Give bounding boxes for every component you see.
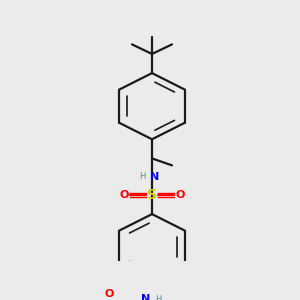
Text: H: H <box>155 295 161 300</box>
Text: N: N <box>141 294 150 300</box>
Text: O: O <box>104 289 114 299</box>
Text: S: S <box>147 188 157 202</box>
Text: O: O <box>175 190 185 200</box>
Text: H: H <box>139 172 145 181</box>
Text: O: O <box>119 190 129 200</box>
Text: N: N <box>150 172 159 182</box>
